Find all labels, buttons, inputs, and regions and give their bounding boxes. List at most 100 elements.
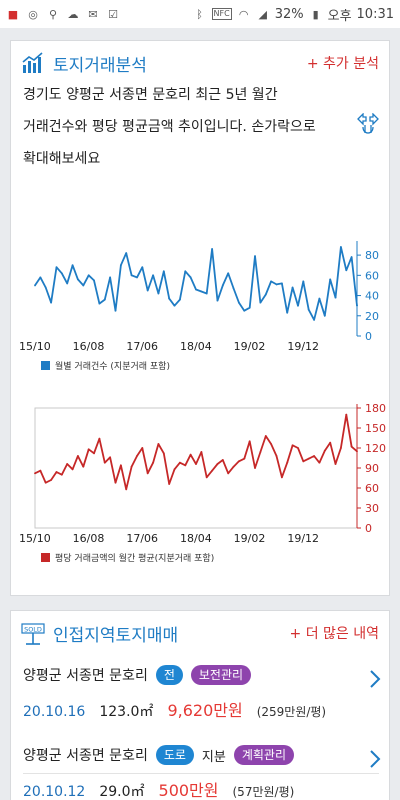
y-tick-label: 0	[365, 522, 372, 535]
data-point	[297, 447, 299, 449]
sold-icon-text: SOLD	[24, 626, 42, 634]
data-point	[152, 274, 154, 277]
data-point	[345, 269, 348, 272]
data-point	[125, 252, 128, 254]
item-date: 20.10.16	[23, 704, 86, 720]
data-point	[189, 276, 192, 279]
item-unit-price: (57만원/평)	[232, 785, 295, 799]
battery-text: 32%	[274, 6, 304, 22]
data-point	[227, 272, 230, 275]
item-area: 29.0㎡	[99, 784, 145, 800]
nfc-icon: NFC	[211, 8, 232, 20]
data-point	[243, 309, 246, 312]
transaction-count-chart[interactable]: 0 20 40 60 80 15/10 16/08 17/06 18/04 19/02 19/12	[11, 201, 391, 376]
data-point	[173, 304, 176, 307]
accessibility-icon: ◎	[28, 7, 38, 21]
x-tick-label: 15/10	[19, 340, 51, 353]
email-icon: ✉	[88, 7, 98, 21]
data-point	[157, 292, 160, 295]
data-point	[93, 279, 95, 282]
data-point	[270, 280, 273, 283]
data-point	[136, 455, 138, 457]
y-tick-label: 60	[365, 269, 379, 282]
divider	[23, 773, 379, 774]
data-point	[125, 488, 128, 491]
legend-swatch	[41, 361, 50, 370]
item-date: 20.10.12	[23, 784, 86, 800]
data-point	[195, 463, 197, 465]
data-point	[103, 298, 106, 301]
data-point	[221, 284, 224, 287]
data-point	[87, 274, 90, 277]
x-tick-label: 19/02	[234, 532, 266, 545]
chevron-right-icon[interactable]	[369, 669, 381, 689]
data-point	[275, 283, 278, 286]
data-point	[254, 467, 256, 469]
x-tick-label: 19/12	[287, 340, 319, 353]
data-point	[248, 306, 251, 309]
description-line: 거래건수와 평당 평균금액 추이입니다. 손가락으로	[23, 119, 316, 135]
data-point	[98, 302, 101, 305]
y-tick-label: 0	[365, 330, 372, 343]
zoning-tag: 보전관리	[190, 665, 252, 685]
data-point	[340, 447, 342, 449]
data-point	[39, 469, 42, 472]
pinch-zoom-icon	[355, 112, 381, 139]
x-tick-label: 16/08	[73, 340, 105, 353]
x-tick-label: 19/12	[287, 532, 319, 545]
data-point	[307, 308, 310, 311]
x-tick-label: 18/04	[180, 532, 212, 545]
data-point	[82, 284, 85, 287]
list-item[interactable]: 양평군 서종면 문호리 도로 지분 계획관리 20.10.12 29.0㎡ 50…	[11, 735, 391, 800]
more-history-button[interactable]: + 더 많은 내역	[289, 626, 379, 642]
data-point	[109, 276, 112, 279]
data-point	[248, 440, 251, 443]
data-point	[44, 481, 47, 484]
add-analysis-button[interactable]: + 추가 분석	[306, 56, 379, 72]
weather-icon: ☁	[67, 7, 79, 21]
x-tick-label: 15/10	[19, 532, 51, 545]
data-point	[184, 270, 187, 273]
bar-chart-icon	[21, 51, 45, 75]
data-point	[157, 443, 160, 445]
chevron-right-icon[interactable]	[369, 749, 381, 769]
data-point	[50, 479, 52, 481]
analysis-description: 경기도 양평군 서종면 문호리 최근 5년 월간 거래건수와 평당 평균금액 추…	[23, 79, 343, 175]
ampm-text: 오후	[327, 8, 352, 24]
data-point	[152, 461, 154, 464]
x-tick-label: 19/02	[234, 340, 266, 353]
nearby-sales-card: SOLD 인접지역토지매매 + 더 많은 내역 양평군 서종면 문호리 전 보전…	[10, 610, 390, 800]
average-price-chart[interactable]: 0 30 60 90 120 150 180 15/10 16/08 17/06 18/04 19/0…	[11, 396, 391, 571]
data-point	[259, 451, 262, 453]
battery-icon: ▮	[312, 7, 319, 21]
data-point	[162, 270, 165, 273]
description-line: 확대해보세요	[23, 151, 101, 167]
chart1-legend: 월별 거래건수 (지분거래 포함)	[41, 359, 170, 372]
data-point	[162, 452, 165, 455]
data-point	[195, 288, 197, 291]
data-point	[50, 301, 52, 304]
list-item[interactable]: 양평군 서종면 문호리 전 보전관리 20.10.16 123.0㎡ 9,620…	[11, 655, 391, 774]
x-tick-label: 18/04	[180, 340, 212, 353]
data-point	[270, 443, 273, 445]
data-point	[211, 469, 214, 472]
data-point	[136, 276, 138, 279]
data-point	[87, 448, 90, 451]
data-point	[114, 309, 117, 312]
data-point	[259, 301, 262, 304]
data-point	[302, 280, 305, 283]
plot-frame	[34, 407, 358, 529]
data-point	[232, 465, 235, 468]
data-point	[216, 463, 219, 465]
share-label: 지분	[201, 749, 226, 765]
data-point	[184, 464, 187, 467]
data-point	[179, 461, 181, 464]
data-point	[93, 452, 95, 455]
land-analysis-card: 토지거래분석 + 추가 분석 경기도 양평군 서종면 문호리 최근 5년 월간 …	[10, 40, 390, 596]
signal-icon: ◢	[258, 7, 267, 21]
legend-swatch	[41, 553, 50, 562]
data-point	[114, 481, 117, 484]
data-point	[286, 461, 289, 464]
data-point	[146, 472, 149, 475]
data-point	[82, 465, 85, 468]
